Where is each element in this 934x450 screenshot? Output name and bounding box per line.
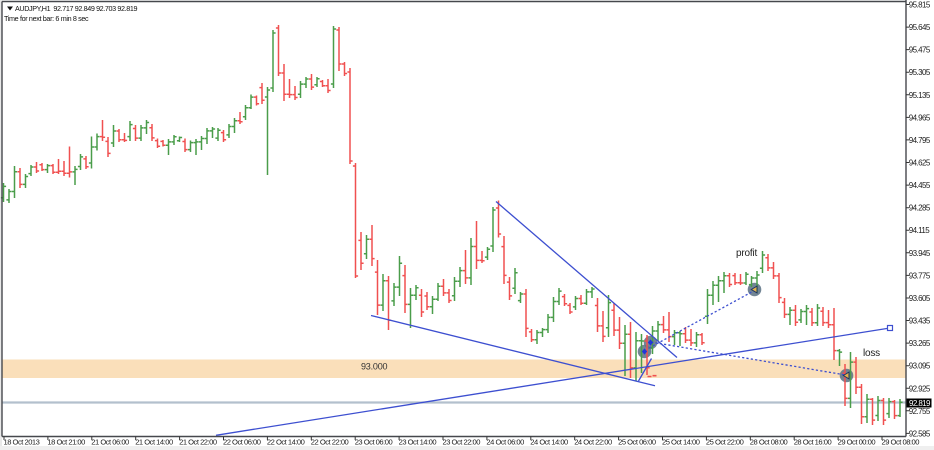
svg-text:25 Oct 14:00: 25 Oct 14:00 <box>662 438 700 447</box>
svg-text:24 Oct 22:00: 24 Oct 22:00 <box>574 438 612 447</box>
svg-text:92.755: 92.755 <box>909 407 931 416</box>
svg-text:93.000: 93.000 <box>361 362 388 372</box>
svg-text:21 Oct 06:00: 21 Oct 06:00 <box>91 438 129 447</box>
svg-text:93.945: 93.945 <box>909 249 931 258</box>
svg-text:95.815: 95.815 <box>909 1 931 10</box>
svg-text:25 Oct 06:00: 25 Oct 06:00 <box>618 438 656 447</box>
svg-text:95.305: 95.305 <box>909 68 931 77</box>
svg-text:28 Oct 16:00: 28 Oct 16:00 <box>794 438 832 447</box>
svg-text:23 Oct 22:00: 23 Oct 22:00 <box>443 438 481 447</box>
svg-text:loss: loss <box>863 348 880 359</box>
svg-text:23 Oct 06:00: 23 Oct 06:00 <box>355 438 393 447</box>
svg-text:93.095: 93.095 <box>909 362 931 371</box>
svg-text:29 Oct 08:00: 29 Oct 08:00 <box>882 438 920 447</box>
svg-text:28 Oct 08:00: 28 Oct 08:00 <box>750 438 788 447</box>
svg-text:93.435: 93.435 <box>909 317 931 326</box>
svg-text:23 Oct 14:00: 23 Oct 14:00 <box>399 438 437 447</box>
svg-text:94.455: 94.455 <box>909 181 931 190</box>
svg-text:95.135: 95.135 <box>909 91 931 100</box>
svg-text:profit: profit <box>736 248 757 259</box>
svg-text:92.819: 92.819 <box>909 399 931 408</box>
svg-text:24 Oct 14:00: 24 Oct 14:00 <box>530 438 568 447</box>
svg-text:Time for next bar: 6 min 8 sec: Time for next bar: 6 min 8 sec <box>4 14 89 23</box>
svg-text:21 Oct 22:00: 21 Oct 22:00 <box>179 438 217 447</box>
svg-text:92.925: 92.925 <box>909 384 931 393</box>
svg-text:95.475: 95.475 <box>909 46 931 55</box>
svg-text:94.115: 94.115 <box>909 226 930 235</box>
svg-text:94.965: 94.965 <box>909 113 931 122</box>
svg-text:22 Oct 06:00: 22 Oct 06:00 <box>223 438 261 447</box>
svg-text:93.265: 93.265 <box>909 339 931 348</box>
svg-text:22 Oct 14:00: 22 Oct 14:00 <box>267 438 305 447</box>
svg-text:95.645: 95.645 <box>909 23 931 32</box>
svg-text:18 Oct 2013: 18 Oct 2013 <box>4 438 40 447</box>
svg-text:93.775: 93.775 <box>909 271 931 280</box>
svg-text:25 Oct 22:00: 25 Oct 22:00 <box>706 438 744 447</box>
svg-text:22 Oct 22:00: 22 Oct 22:00 <box>311 438 349 447</box>
svg-text:21 Oct 14:00: 21 Oct 14:00 <box>135 438 173 447</box>
svg-text:29 Oct 00:00: 29 Oct 00:00 <box>838 438 876 447</box>
svg-text:18 Oct 21:00: 18 Oct 21:00 <box>47 438 85 447</box>
svg-text:92.585: 92.585 <box>909 429 931 438</box>
svg-text:AUDJPY,H1 92.717 92.849 92.70: AUDJPY,H1 92.717 92.849 92.703 92.819 <box>15 4 137 13</box>
svg-text:24 Oct 06:00: 24 Oct 06:00 <box>486 438 524 447</box>
svg-text:94.625: 94.625 <box>909 159 931 168</box>
svg-text:94.795: 94.795 <box>909 136 931 145</box>
svg-text:93.605: 93.605 <box>909 294 931 303</box>
svg-text:94.285: 94.285 <box>909 204 931 213</box>
